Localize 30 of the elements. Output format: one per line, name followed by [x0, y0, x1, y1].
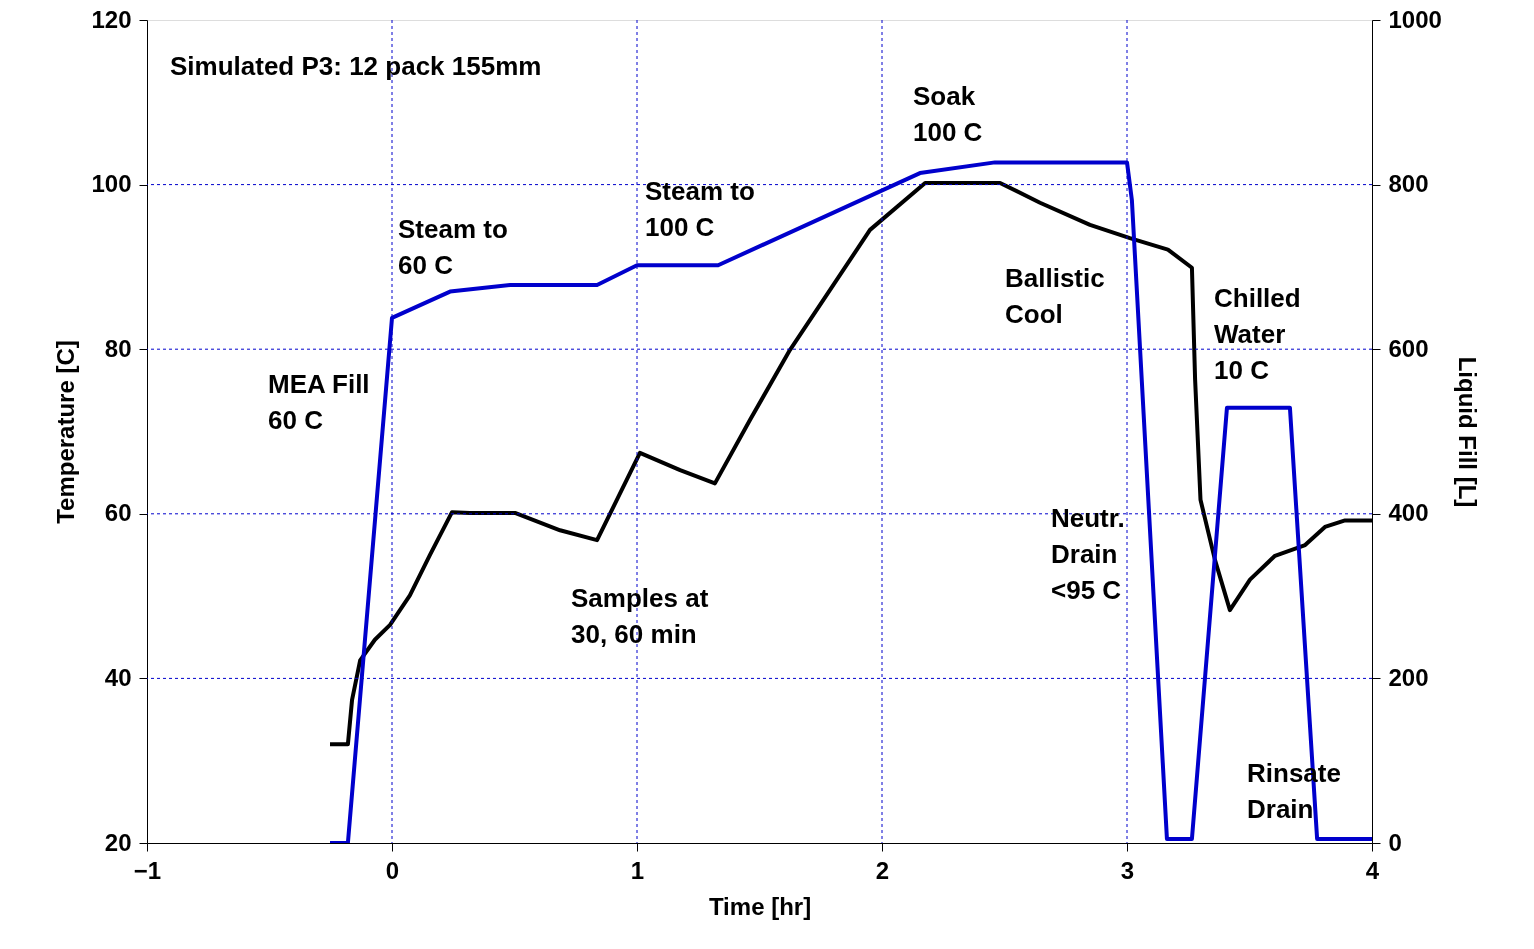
y-axis-title: Temperature [C]: [52, 340, 80, 524]
y2-tick-label: 600: [1388, 334, 1429, 362]
y2-tick-label: 800: [1388, 170, 1429, 198]
y2-tick-label: 200: [1388, 663, 1429, 691]
x-tick-label: 0: [385, 856, 400, 884]
annotation: Soak 100 C: [913, 81, 983, 147]
annotation: Ballistic Cool: [1005, 263, 1105, 329]
annotation: Chilled Water 10 C: [1214, 283, 1301, 385]
x-tick-label: 4: [1365, 856, 1380, 884]
x-tick-label: −1: [133, 856, 162, 884]
y2-tick-label: 400: [1388, 499, 1429, 527]
x-tick-label: 1: [630, 856, 645, 884]
y-tick-label: 20: [104, 828, 132, 856]
y-tick-label: 40: [104, 663, 132, 691]
annotation: Samples at 30, 60 min: [571, 583, 709, 649]
annotation: Neutr. Drain <95 C: [1051, 503, 1125, 605]
y2-tick-label: 1000: [1388, 5, 1442, 33]
y-tick-label: 60: [104, 499, 132, 527]
y-tick-label: 120: [91, 5, 132, 33]
annotation: MEA Fill 60 C: [268, 369, 370, 435]
x-tick-label: 2: [875, 856, 890, 884]
x-axis-title: Time [hr]: [708, 892, 812, 920]
y-tick-label: 100: [91, 170, 132, 198]
x-tick-label: 3: [1120, 856, 1135, 884]
y-tick-label: 80: [104, 334, 132, 362]
y2-tick-label: 0: [1388, 828, 1402, 856]
annotation: Steam to 100 C: [645, 176, 755, 242]
annotation: Steam to 60 C: [398, 214, 508, 280]
y2-axis-title: Liquid Fill [L]: [1453, 356, 1481, 508]
annotation: Simulated P3: 12 pack 155mm: [170, 51, 542, 81]
